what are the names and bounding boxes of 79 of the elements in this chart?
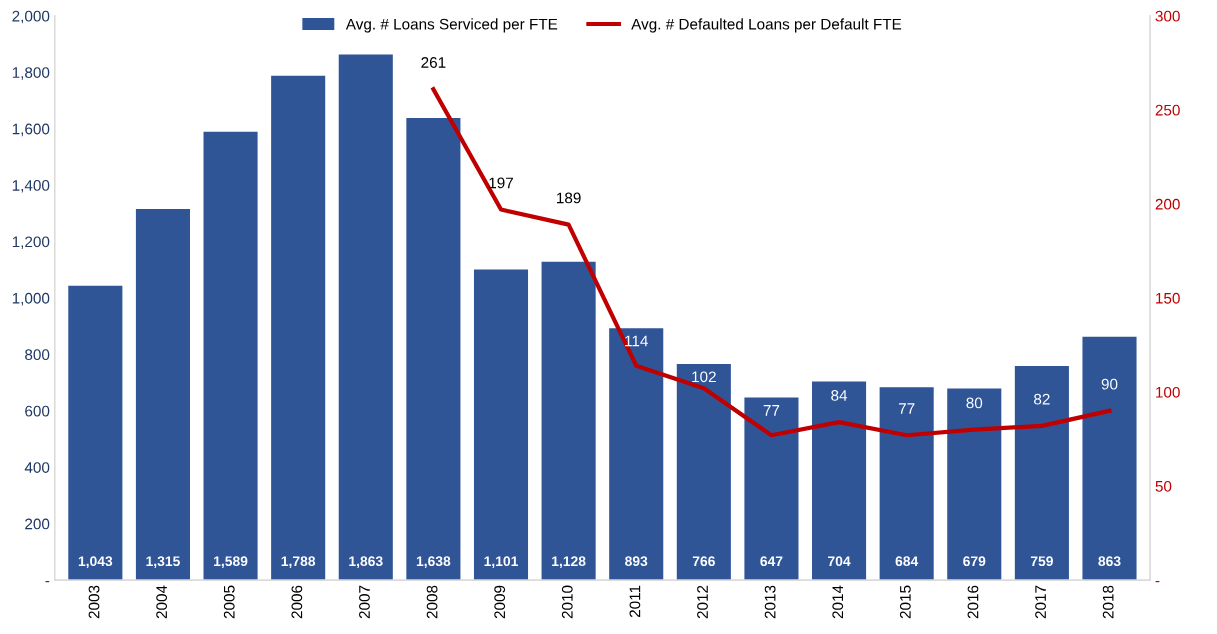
x-tick-label: 2010 — [561, 585, 573, 619]
bar — [541, 261, 596, 581]
data-label: 114 — [625, 335, 648, 347]
data-label: 77 — [898, 403, 915, 414]
bar — [406, 117, 461, 581]
data-label: 1,043 — [78, 556, 113, 569]
x-tick-label: 2006 — [291, 585, 303, 619]
bar — [1082, 336, 1137, 581]
x-tick-label: 2016 — [967, 585, 979, 619]
data-label: 102 — [692, 371, 716, 383]
bar — [135, 209, 190, 581]
data-label: 80 — [966, 397, 983, 409]
data-label: 261 — [421, 57, 446, 68]
y2-tick-label: 50 — [1155, 480, 1172, 492]
x-tick-label: 2011 — [629, 585, 641, 618]
y-tick-label: 2,000 — [12, 10, 50, 24]
data-label: 197 — [489, 177, 513, 189]
data-label: 684 — [895, 556, 919, 567]
data-label: 679 — [963, 556, 986, 567]
data-label: 647 — [760, 556, 783, 567]
data-label: 90 — [1101, 378, 1118, 390]
x-tick-label: 2018 — [1102, 585, 1114, 619]
data-label: 1,589 — [214, 556, 248, 569]
bar — [68, 285, 123, 581]
data-label: 1,101 — [484, 556, 518, 569]
data-label: 1,788 — [281, 556, 316, 569]
y-tick-label: 1,800 — [12, 67, 50, 80]
legend-label: Avg. # Loans Serviced per FTE — [345, 18, 558, 33]
bar — [744, 397, 799, 581]
x-tick-label: 2004 — [156, 585, 168, 619]
data-label: 1,638 — [416, 556, 451, 569]
data-label: 189 — [557, 192, 581, 204]
bar — [271, 75, 326, 581]
y-tick-label: 1,200 — [12, 236, 50, 250]
data-label: 82 — [1034, 393, 1050, 405]
y-tick-label: 1,600 — [12, 123, 50, 137]
x-tick-label: 2017 — [1035, 585, 1046, 619]
y-tick-label: 400 — [24, 462, 50, 473]
x-tick-label: 2014 — [832, 585, 844, 619]
y2-tick-label: - — [1155, 580, 1160, 583]
bar — [947, 388, 1002, 581]
y-tick-label: 1,000 — [12, 292, 50, 306]
bar — [812, 381, 867, 581]
x-tick-label: 2003 — [88, 585, 100, 619]
data-label: 84 — [831, 390, 848, 401]
x-tick-label: 2012 — [697, 585, 708, 619]
y2-tick-label: 200 — [1155, 198, 1180, 210]
x-tick-label: 2009 — [494, 585, 506, 619]
bar — [203, 131, 258, 581]
bar — [609, 328, 664, 581]
y-tick-label: 1,400 — [12, 180, 50, 193]
x-tick-label: 2015 — [899, 585, 911, 619]
y2-tick-label: 250 — [1155, 104, 1180, 116]
y-tick-label: 800 — [25, 349, 50, 361]
data-label: 1,315 — [146, 556, 180, 569]
y-tick-label: 200 — [25, 518, 50, 530]
data-label: 1,863 — [349, 556, 383, 569]
data-label: 759 — [1030, 556, 1053, 567]
y-tick-label: 600 — [25, 405, 50, 417]
data-label: 863 — [1098, 556, 1121, 567]
data-label: 766 — [692, 556, 715, 567]
y-tick-label: - — [45, 580, 50, 583]
y2-tick-label: 100 — [1156, 386, 1180, 398]
bar — [1014, 365, 1069, 581]
data-label: 1,128 — [552, 556, 586, 569]
data-label: 77 — [763, 405, 780, 416]
legend-label: Avg. # Defaulted Loans per Default FTE — [631, 18, 902, 33]
bar — [338, 54, 393, 581]
x-tick-label: 2007 — [359, 585, 370, 619]
data-label: 704 — [828, 556, 851, 567]
bar — [676, 364, 731, 581]
x-tick-label: 2008 — [426, 585, 438, 619]
y2-tick-label: 150 — [1156, 292, 1180, 304]
bar — [473, 269, 529, 581]
data-label: 893 — [625, 556, 648, 567]
bar — [879, 387, 934, 581]
x-tick-label: 2005 — [223, 585, 235, 619]
x-tick-label: 2013 — [764, 585, 776, 619]
y2-tick-label: 300 — [1155, 10, 1180, 22]
